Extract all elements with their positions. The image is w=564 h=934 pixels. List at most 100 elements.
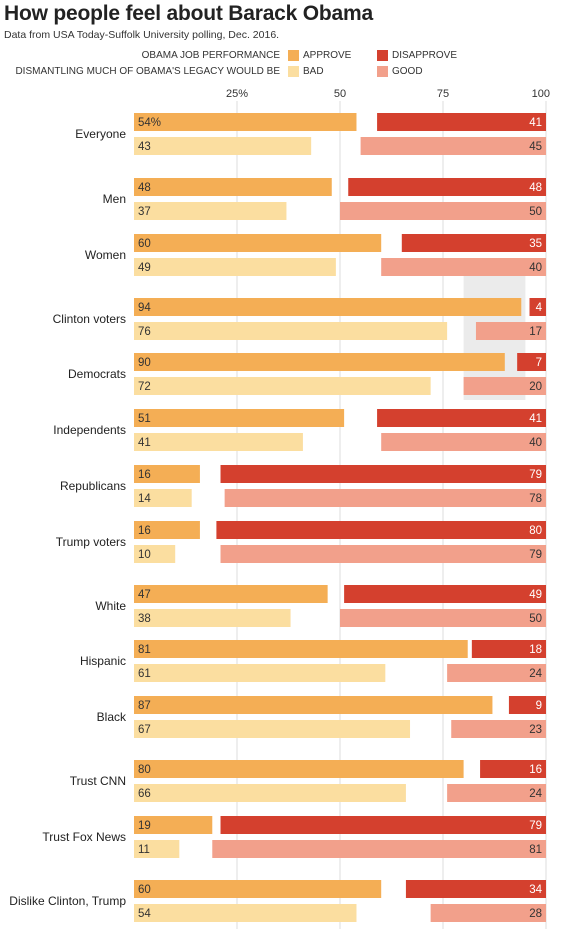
- label-good-independents: 40: [529, 437, 542, 449]
- bar-approve-women: [134, 234, 382, 252]
- label-disapprove-democrats: 7: [536, 357, 542, 369]
- bar-bad-hispanic: [134, 664, 386, 682]
- label-approve-white: 47: [138, 589, 151, 601]
- label-disapprove-black: 9: [536, 700, 542, 712]
- legend-swatch-approve: [288, 50, 299, 61]
- label-good-dislike-clinton-trump: 28: [529, 908, 542, 920]
- category-label-men: Men: [103, 192, 126, 206]
- bar-bad-independents: [134, 433, 303, 451]
- label-good-republicans: 78: [529, 493, 542, 505]
- category-label-dislike-clinton-trump: Dislike Clinton, Trump: [9, 894, 126, 908]
- label-disapprove-trust-fox-news: 79: [529, 820, 542, 832]
- category-label-trust-cnn: Trust CNN: [70, 774, 126, 788]
- bar-disapprove-everyone: [377, 113, 546, 131]
- legend-label-good: GOOD: [392, 66, 423, 77]
- bar-bad-white: [134, 609, 291, 627]
- label-approve-everyone: 54%: [138, 117, 161, 129]
- label-approve-hispanic: 81: [138, 644, 151, 656]
- label-bad-dislike-clinton-trump: 54: [138, 908, 151, 920]
- legend-swatch-disapprove: [377, 50, 388, 61]
- bar-disapprove-trump-voters: [216, 521, 546, 539]
- x-tick-label-100: 100: [532, 88, 550, 100]
- label-approve-clinton-voters: 94: [138, 302, 151, 314]
- label-disapprove-republicans: 79: [529, 469, 542, 481]
- bar-good-independents: [381, 433, 546, 451]
- bar-bad-trump-voters: [134, 545, 176, 563]
- label-approve-trust-fox-news: 19: [138, 820, 151, 832]
- label-bad-white: 38: [138, 613, 151, 625]
- label-approve-dislike-clinton-trump: 60: [138, 884, 151, 896]
- bar-good-clinton-voters: [475, 322, 546, 340]
- bar-disapprove-trust-cnn: [480, 760, 546, 778]
- label-good-trust-fox-news: 81: [529, 844, 542, 856]
- legend-row-label-job: OBAMA JOB PERFORMANCE: [141, 50, 280, 61]
- label-bad-democrats: 72: [138, 381, 151, 393]
- bar-approve-white: [134, 585, 328, 603]
- category-label-democrats: Democrats: [68, 367, 126, 381]
- bar-good-men: [340, 202, 546, 220]
- bar-good-white: [340, 609, 546, 627]
- label-disapprove-dislike-clinton-trump: 34: [529, 884, 542, 896]
- label-bad-independents: 41: [138, 437, 151, 449]
- bar-bad-women: [134, 258, 336, 276]
- x-tick-label-25: 25%: [226, 88, 248, 100]
- bar-approve-hispanic: [134, 640, 468, 658]
- category-label-republicans: Republicans: [60, 479, 126, 493]
- bar-approve-trust-cnn: [134, 760, 464, 778]
- legend-row-label-legacy: DISMANTLING MUCH OF OBAMA'S LEGACY WOULD…: [15, 66, 280, 77]
- label-disapprove-clinton-voters: 4: [536, 302, 543, 314]
- bar-disapprove-men: [348, 178, 546, 196]
- category-label-trump-voters: Trump voters: [56, 535, 126, 549]
- category-label-women: Women: [85, 248, 126, 262]
- label-good-white: 50: [529, 613, 542, 625]
- bar-good-democrats: [463, 377, 546, 395]
- bar-bad-republicans: [134, 489, 192, 507]
- bar-bad-clinton-voters: [134, 322, 448, 340]
- label-bad-everyone: 43: [138, 141, 151, 153]
- bar-approve-independents: [134, 409, 345, 427]
- legend-swatch-good: [377, 66, 388, 77]
- bar-good-dislike-clinton-trump: [430, 904, 546, 922]
- bar-bad-trust-fox-news: [134, 840, 180, 858]
- bar-approve-men: [134, 178, 332, 196]
- label-disapprove-trump-voters: 80: [529, 525, 542, 537]
- bar-bad-dislike-clinton-trump: [134, 904, 357, 922]
- bar-disapprove-trust-fox-news: [220, 816, 546, 834]
- label-approve-trust-cnn: 80: [138, 764, 151, 776]
- label-bad-republicans: 14: [138, 493, 151, 505]
- bar-approve-clinton-voters: [134, 298, 522, 316]
- label-bad-trust-fox-news: 11: [138, 844, 150, 856]
- legend-label-disapprove: DISAPPROVE: [392, 50, 458, 61]
- bar-bad-trust-cnn: [134, 784, 406, 802]
- label-good-trump-voters: 79: [529, 549, 542, 561]
- bar-disapprove-republicans: [220, 465, 546, 483]
- label-bad-clinton-voters: 76: [138, 326, 151, 338]
- bar-bad-black: [134, 720, 411, 738]
- label-approve-men: 48: [138, 182, 151, 194]
- bar-approve-democrats: [134, 353, 505, 371]
- label-good-trust-cnn: 24: [529, 788, 542, 800]
- category-label-clinton-voters: Clinton voters: [53, 312, 126, 326]
- label-bad-men: 37: [138, 206, 151, 218]
- bar-good-trump-voters: [220, 545, 546, 563]
- chart-subtitle: Data from USA Today-Suffolk University p…: [4, 29, 280, 41]
- label-good-everyone: 45: [529, 141, 542, 153]
- label-good-women: 40: [529, 262, 542, 274]
- bar-bad-democrats: [134, 377, 431, 395]
- bar-good-women: [381, 258, 546, 276]
- bar-approve-trump-voters: [134, 521, 200, 539]
- bar-good-black: [451, 720, 546, 738]
- category-label-white: White: [95, 599, 126, 613]
- label-good-democrats: 20: [529, 381, 542, 393]
- label-disapprove-hispanic: 18: [529, 644, 542, 656]
- bar-approve-everyone: [134, 113, 357, 131]
- label-disapprove-women: 35: [529, 238, 542, 250]
- bar-approve-dislike-clinton-trump: [134, 880, 382, 898]
- bar-bad-everyone: [134, 137, 312, 155]
- label-approve-republicans: 16: [138, 469, 151, 481]
- bar-good-everyone: [360, 137, 546, 155]
- bar-disapprove-clinton-voters: [529, 298, 546, 316]
- bar-disapprove-white: [344, 585, 546, 603]
- label-disapprove-independents: 41: [529, 413, 542, 425]
